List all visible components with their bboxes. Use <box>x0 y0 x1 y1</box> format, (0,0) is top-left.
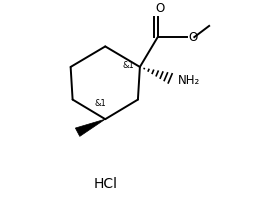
Text: O: O <box>155 2 164 15</box>
Text: O: O <box>188 31 198 44</box>
Polygon shape <box>75 119 105 136</box>
Text: NH₂: NH₂ <box>177 74 200 87</box>
Text: HCl: HCl <box>93 176 117 191</box>
Text: &1: &1 <box>95 99 106 108</box>
Text: &1: &1 <box>122 61 134 70</box>
